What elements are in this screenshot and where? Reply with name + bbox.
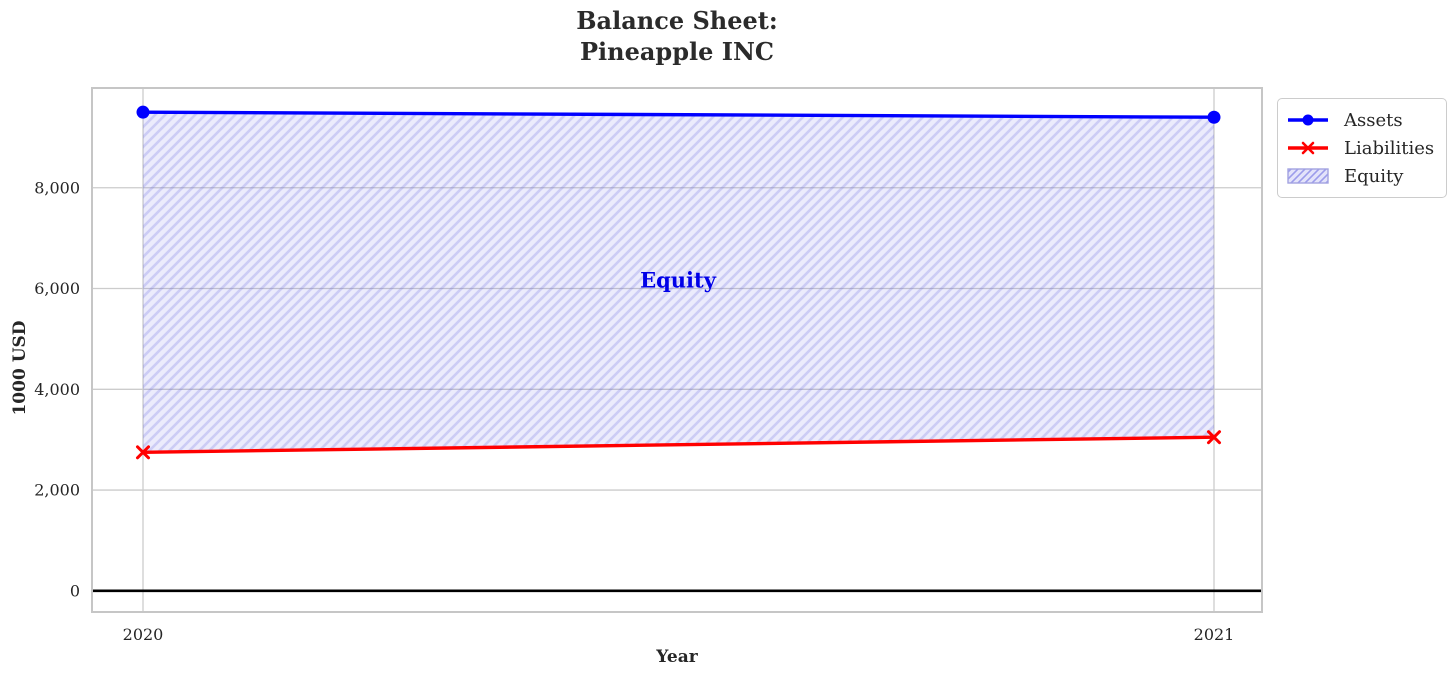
assets-line bbox=[142, 110, 1215, 119]
legend-label-liabilities: Liabilities bbox=[1344, 137, 1435, 159]
x-axis-label: Year bbox=[656, 647, 698, 667]
y-tick-label: 4,000 bbox=[34, 380, 80, 399]
series-lines bbox=[136, 105, 1221, 460]
legend-item-liabilities: Liabilities bbox=[1286, 134, 1436, 162]
assets-marker bbox=[136, 105, 150, 119]
legend-label-equity: Equity bbox=[1344, 165, 1404, 187]
x-tick-label: 2021 bbox=[1194, 625, 1235, 644]
chart-title-line1: Balance Sheet: bbox=[576, 6, 778, 35]
liabilities-line-swatch-icon bbox=[1288, 141, 1328, 155]
equity-hatch-swatch-icon bbox=[1287, 168, 1329, 184]
equity-area bbox=[143, 112, 1214, 453]
y-tick-label: 8,000 bbox=[34, 178, 80, 197]
liabilities-x-marker bbox=[1207, 430, 1221, 445]
legend: Assets Liabilities Equity bbox=[1277, 98, 1447, 198]
legend-label-assets: Assets bbox=[1344, 109, 1403, 131]
equity-area-annotation: Equity bbox=[640, 267, 716, 293]
plot-border bbox=[91, 87, 1263, 613]
chart-title-line2: Pineapple INC bbox=[579, 37, 774, 66]
y-tick-label: 6,000 bbox=[34, 279, 80, 298]
assets-line-swatch-icon bbox=[1288, 114, 1328, 126]
liabilities-x-marker bbox=[136, 445, 150, 460]
legend-item-assets: Assets bbox=[1286, 106, 1436, 134]
y-tick-label: 0 bbox=[70, 581, 80, 600]
chart-title: Balance Sheet: Pineapple INC bbox=[92, 5, 1262, 67]
liabilities-line bbox=[142, 435, 1215, 454]
x-tick-label: 2020 bbox=[123, 625, 164, 644]
assets-marker bbox=[1207, 110, 1221, 124]
y-tick-label: 2,000 bbox=[34, 481, 80, 500]
legend-item-equity: Equity bbox=[1286, 162, 1436, 190]
tick-labels: 0 2,000 4,000 6,000 8,000 2020 2021 bbox=[34, 178, 1234, 644]
